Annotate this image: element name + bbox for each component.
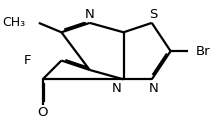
Text: O: O — [37, 106, 48, 119]
Text: Br: Br — [196, 45, 211, 58]
Text: S: S — [149, 8, 158, 21]
Text: F: F — [24, 54, 31, 67]
Text: CH₃: CH₃ — [2, 16, 26, 29]
Text: N: N — [112, 82, 122, 95]
Text: N: N — [85, 8, 95, 21]
Text: N: N — [149, 82, 159, 95]
